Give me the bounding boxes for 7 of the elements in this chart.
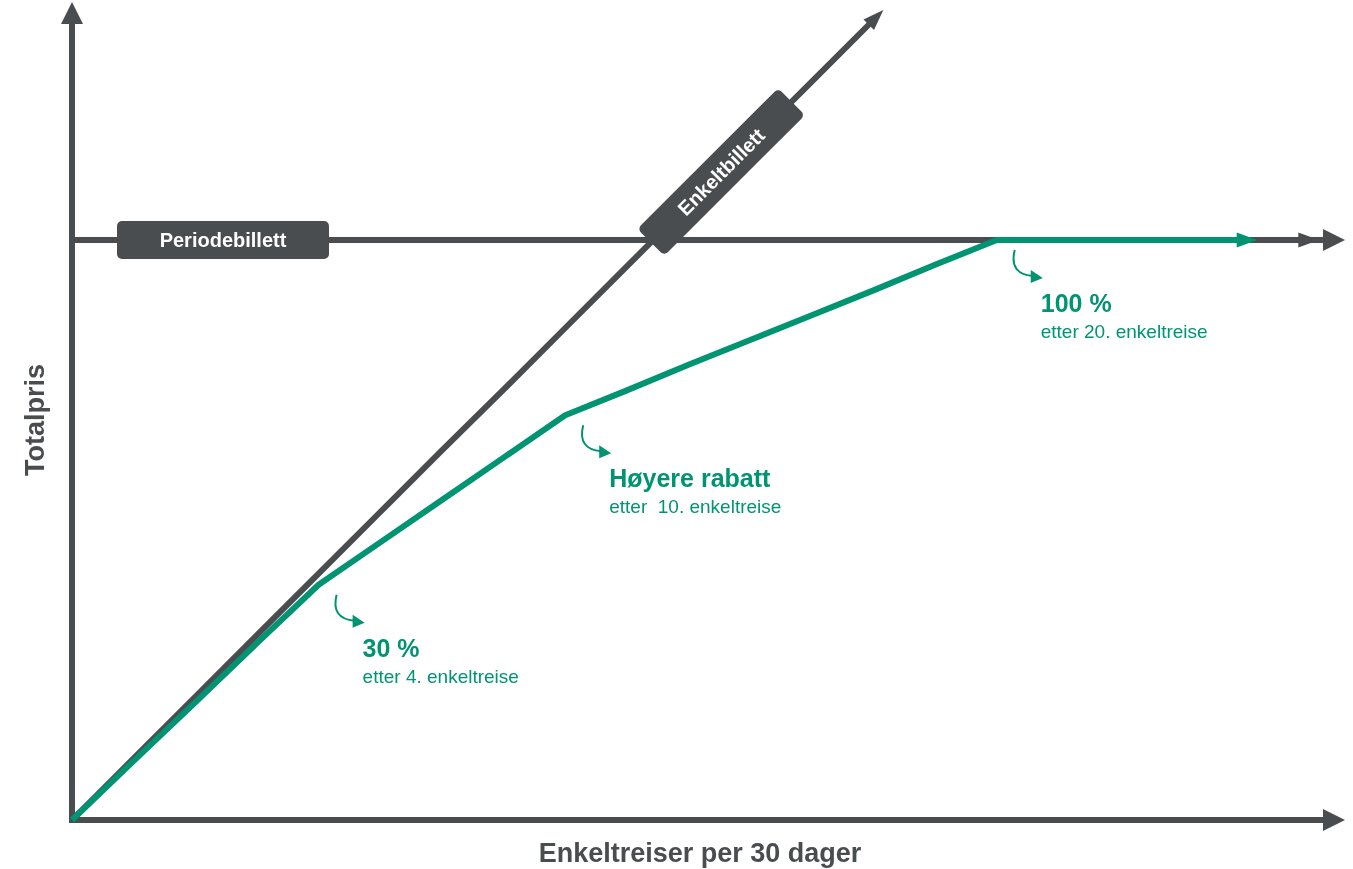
label-tag: Periodebillett xyxy=(117,221,329,259)
series-label: Periodebillett xyxy=(159,229,287,251)
annotation: Høyere rabatt etter 10. enkeltreise xyxy=(609,464,782,518)
annotation: 100 % etter 20. enkeltreise xyxy=(1040,289,1208,342)
x-axis-title: Enkeltreiser per 30 dager xyxy=(538,838,862,868)
y-axis-title: Totalpris xyxy=(20,363,50,477)
annotation: 30 % etter 4. enkeltreise xyxy=(362,633,519,687)
